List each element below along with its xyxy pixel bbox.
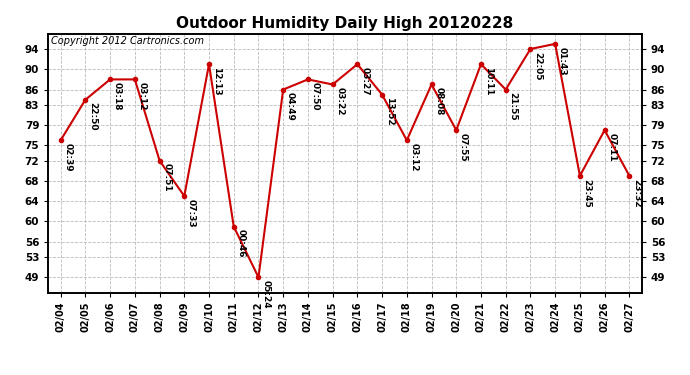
Text: 03:22: 03:22 (335, 87, 344, 116)
Text: 07:11: 07:11 (607, 133, 616, 162)
Text: 22:50: 22:50 (88, 102, 97, 131)
Text: 03:12: 03:12 (137, 82, 146, 111)
Text: 12:13: 12:13 (212, 67, 221, 96)
Text: 00:46: 00:46 (237, 230, 246, 258)
Text: 02:39: 02:39 (63, 143, 72, 172)
Text: 13:52: 13:52 (385, 98, 394, 126)
Text: 04:49: 04:49 (286, 92, 295, 121)
Text: 21:55: 21:55 (509, 92, 518, 121)
Text: 08:08: 08:08 (434, 87, 443, 116)
Text: 07:55: 07:55 (459, 133, 468, 162)
Text: 03:27: 03:27 (360, 67, 369, 96)
Text: 07:33: 07:33 (187, 199, 196, 228)
Text: 23:32: 23:32 (632, 178, 641, 207)
Text: Copyright 2012 Cartronics.com: Copyright 2012 Cartronics.com (51, 36, 204, 46)
Text: 03:12: 03:12 (410, 143, 419, 172)
Text: 03:18: 03:18 (113, 82, 122, 111)
Text: 07:50: 07:50 (310, 82, 319, 111)
Text: 10:11: 10:11 (484, 67, 493, 96)
Text: 01:43: 01:43 (558, 46, 567, 75)
Text: 05:24: 05:24 (262, 280, 270, 309)
Title: Outdoor Humidity Daily High 20120228: Outdoor Humidity Daily High 20120228 (177, 16, 513, 31)
Text: 22:05: 22:05 (533, 52, 542, 80)
Text: 23:45: 23:45 (582, 178, 591, 207)
Text: 07:51: 07:51 (162, 164, 171, 192)
